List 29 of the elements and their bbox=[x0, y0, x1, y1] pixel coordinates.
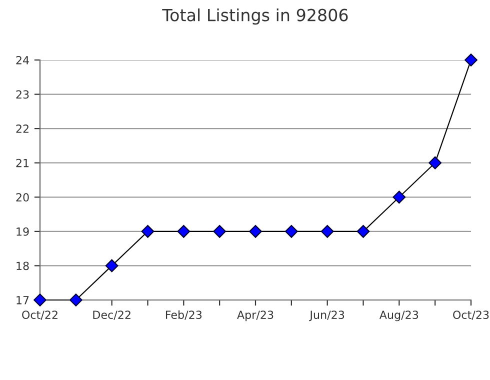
x-tick-label: Apr/23 bbox=[237, 310, 274, 322]
x-tick-label: Feb/23 bbox=[166, 310, 202, 320]
y-tick-label: 21 bbox=[16, 158, 29, 168]
point bbox=[392, 190, 406, 204]
point bbox=[428, 156, 442, 170]
point bbox=[213, 224, 226, 238]
y-tick-label: 19 bbox=[16, 227, 29, 236]
x-tick-label: Dec/22 bbox=[93, 310, 130, 320]
x-tick-label: Oct/23 bbox=[453, 310, 489, 320]
point bbox=[320, 224, 334, 238]
point bbox=[34, 294, 46, 306]
point bbox=[141, 224, 154, 238]
x-tick-label: Aug/23 bbox=[379, 310, 418, 322]
y-tick-label: 24 bbox=[16, 56, 29, 64]
point bbox=[464, 54, 478, 66]
point bbox=[284, 224, 298, 238]
x-tick-label: Jun/23 bbox=[309, 310, 344, 322]
point bbox=[105, 259, 118, 272]
y-tick-label: 18 bbox=[16, 262, 29, 270]
y-tick-label: 23 bbox=[16, 90, 29, 99]
point bbox=[356, 224, 370, 238]
y-tick-label: 17 bbox=[16, 296, 29, 304]
point bbox=[177, 224, 190, 238]
y-tick-label: 22 bbox=[16, 124, 28, 133]
point bbox=[249, 224, 262, 238]
x-tick-label: Oct/22 bbox=[22, 310, 58, 320]
y-tick-label: 20 bbox=[16, 193, 29, 202]
point bbox=[69, 294, 82, 306]
chart-title: Total Listings in 92806 bbox=[162, 8, 348, 25]
